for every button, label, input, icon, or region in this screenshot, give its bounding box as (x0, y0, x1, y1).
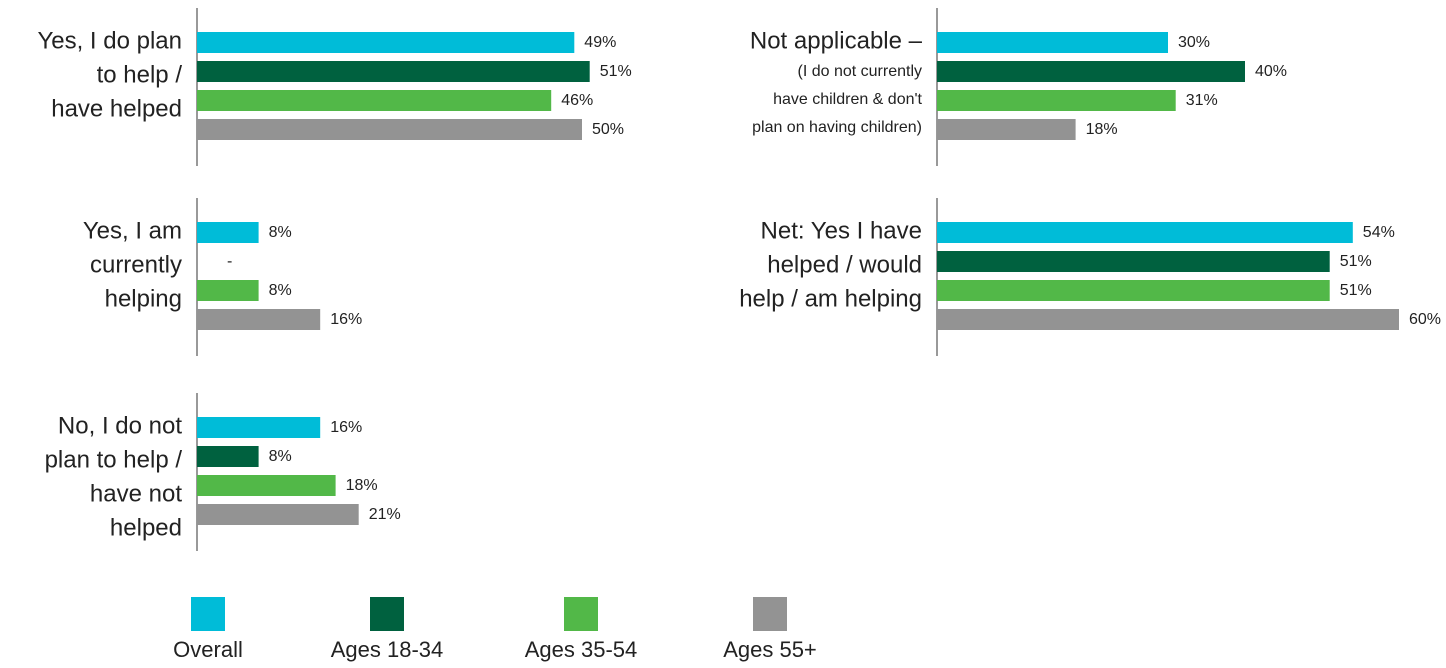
bar (937, 280, 1330, 301)
bar (197, 417, 321, 438)
bar (937, 61, 1245, 82)
value-label: 31% (1186, 92, 1218, 109)
bar (197, 222, 259, 243)
bar (197, 475, 336, 496)
bar (197, 61, 590, 82)
value-label: 51% (1340, 253, 1372, 270)
bar (197, 280, 259, 301)
value-label: 54% (1363, 224, 1395, 241)
legend-swatch (370, 597, 404, 631)
value-label: 46% (561, 92, 593, 109)
bar (937, 309, 1399, 330)
legend-swatch (191, 597, 225, 631)
value-label: 60% (1409, 311, 1441, 328)
legend-label: Ages 55+ (723, 637, 817, 662)
legend-label: Ages 35-54 (525, 637, 638, 662)
bar (197, 119, 582, 140)
value-label: 21% (369, 506, 401, 523)
category-label: currently (90, 251, 182, 278)
category-label: have not (90, 480, 182, 507)
value-label: 18% (1086, 121, 1118, 138)
bar (937, 222, 1353, 243)
category-label: Net: Yes I have (761, 217, 922, 244)
legend-label: Overall (173, 637, 243, 662)
category-label: to help / (97, 61, 183, 88)
bar (937, 251, 1330, 272)
value-label: 16% (330, 419, 362, 436)
category-label: plan to help / (45, 446, 183, 473)
value-label: 8% (269, 282, 292, 299)
bar (937, 90, 1176, 111)
category-label: helped / would (767, 251, 922, 278)
value-label: 30% (1178, 34, 1210, 51)
value-label: 50% (592, 121, 624, 138)
category-label: No, I do not (58, 412, 182, 439)
value-label: 8% (269, 224, 292, 241)
value-label: 16% (330, 311, 362, 328)
category-label: Yes, I am (83, 217, 182, 244)
value-label: - (227, 253, 232, 270)
value-label: 51% (600, 63, 632, 80)
bar (197, 309, 321, 330)
category-label: helping (105, 285, 182, 312)
bar (197, 32, 575, 53)
category-label: (I do not currently (798, 63, 923, 80)
bar (197, 504, 359, 525)
category-label: have helped (51, 95, 182, 122)
value-label: 18% (346, 477, 378, 494)
category-label: helped (110, 514, 182, 541)
legend-swatch (564, 597, 598, 631)
category-label: have children & don't (773, 91, 922, 108)
value-label: 49% (584, 34, 616, 51)
value-label: 8% (269, 448, 292, 465)
category-label: plan on having children) (752, 119, 922, 136)
bar (937, 32, 1168, 53)
category-label: Yes, I do plan (37, 27, 182, 54)
value-label: 40% (1255, 63, 1287, 80)
legend-swatch (753, 597, 787, 631)
category-label: help / am helping (739, 285, 922, 312)
category-label: Not applicable – (750, 27, 923, 54)
legend-label: Ages 18-34 (331, 637, 444, 662)
bar (937, 119, 1076, 140)
bar (197, 90, 552, 111)
bar (197, 446, 259, 467)
value-label: 51% (1340, 282, 1372, 299)
